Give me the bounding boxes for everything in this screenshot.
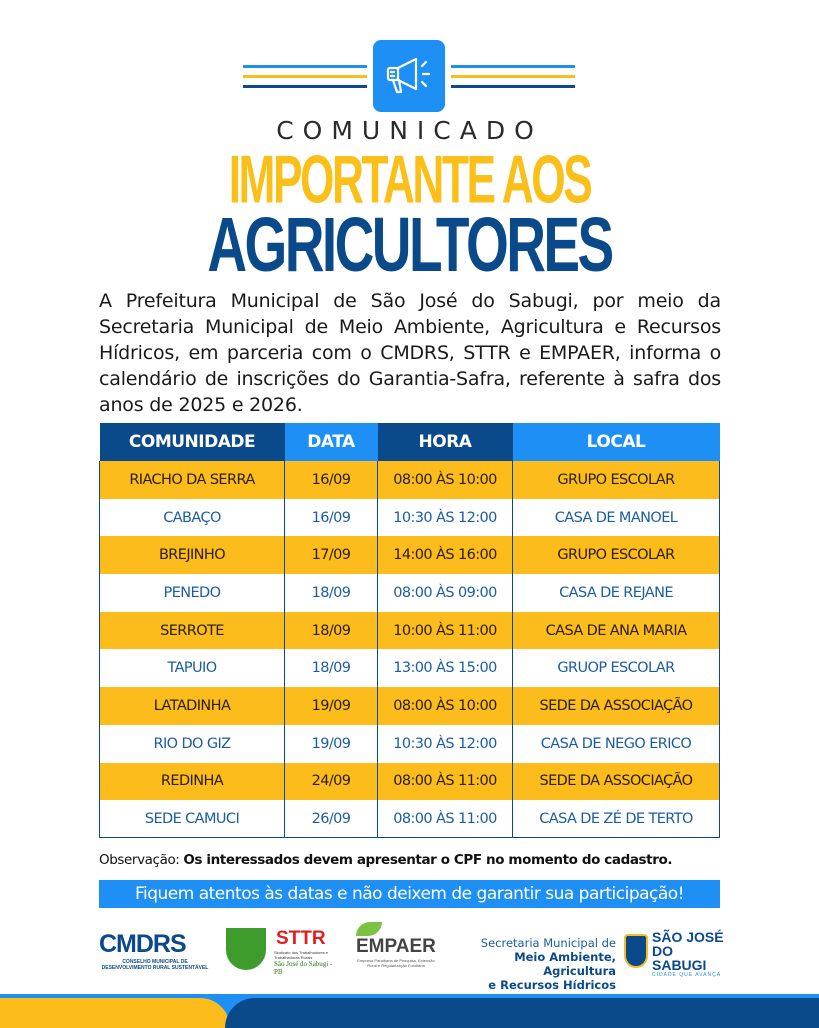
- cell-local: CASA DE ANA MARIA: [512, 611, 720, 650]
- title-line-1: IMPORTANTE AOS: [228, 142, 593, 218]
- table-row: PENEDO 18/09 08:00 ÀS 09:00 CASA DE REJANE: [99, 574, 720, 612]
- table-row: SERROTE 18/09 10:00 ÀS 11:00 CASA DE ANA MA…: [99, 611, 720, 650]
- cmdrs-name: CMDRS: [99, 930, 187, 958]
- logo-prefeitura: SÃO JOSÉ DO SABUGI CIDADE QUE AVANÇA: [624, 930, 724, 978]
- cell-comunidade: REDINHA: [99, 762, 285, 801]
- secretaria-line2: Meio Ambiente, Agricultura: [514, 950, 616, 978]
- cell-local: CASA DE NEGO ERICO: [512, 724, 720, 763]
- secretaria-line3: e Recursos Hídricos: [488, 978, 616, 992]
- sttr-place: São José do Sabugi - PB: [274, 960, 333, 976]
- cell-comunidade: TAPUIO: [99, 649, 285, 688]
- cell-local: CASA DE MANOEL: [512, 498, 720, 537]
- cell-local: SEDE DA ASSOCIAÇÃO: [512, 762, 720, 801]
- table-row: CABAÇO 16/09 10:30 ÀS 12:00 CASA DE MANOEL: [99, 498, 720, 537]
- cell-local: SEDE DA ASSOCIAÇÃO: [512, 687, 720, 725]
- footer-yellow: [0, 998, 230, 1028]
- reminder-banner: Fiquem atentos às datas e não deixem de …: [99, 880, 720, 908]
- cell-comunidade: CABAÇO: [99, 498, 285, 537]
- cell-data: 16/09: [284, 498, 378, 537]
- table-row: REDINHA 24/09 08:00 ÀS 11:00 SEDE DA ASSOCI…: [99, 762, 720, 801]
- cell-data: 19/09: [284, 687, 378, 725]
- cell-data: 24/09: [284, 762, 378, 801]
- secretaria-line1: Secretaria Municipal de: [480, 936, 616, 950]
- cell-hora: 13:00 ÀS 15:00: [377, 649, 513, 688]
- cell-comunidade: SEDE CAMUCI: [99, 800, 285, 839]
- megaphone-icon: [373, 40, 445, 112]
- cell-hora: 10:30 ÀS 12:00: [377, 498, 513, 537]
- prefeitura-slogan: CIDADE QUE AVANÇA: [652, 972, 722, 978]
- cell-local: GRUPO ESCOLAR: [512, 536, 720, 575]
- cell-data: 17/09: [284, 536, 378, 575]
- header-data: DATA: [284, 423, 378, 461]
- cell-hora: 08:00 ÀS 10:00: [377, 687, 513, 725]
- observation-label: Observação:: [99, 852, 180, 868]
- schedule-table: COMUNIDADE DATA HORA LOCAL RIACHO DA SER…: [99, 423, 720, 839]
- cell-comunidade: BREJINHO: [99, 536, 285, 575]
- empaer-name: EMPAER: [356, 936, 436, 957]
- observation-text: Os interessados devem apresentar o CPF n…: [183, 852, 673, 868]
- empaer-sub: Empresa Paraibana de Pesquisa, Extensão …: [357, 958, 435, 968]
- header-hora: HORA: [377, 423, 513, 461]
- cell-local: CASA DE REJANE: [512, 574, 720, 612]
- header-comunidade: COMUNIDADE: [99, 423, 285, 461]
- logo-empaer: EMPAER Empresa Paraibana de Pesquisa, Ex…: [356, 922, 446, 968]
- cell-data: 18/09: [284, 649, 378, 688]
- cell-hora: 08:00 ÀS 09:00: [377, 574, 513, 612]
- decor-line: [451, 65, 575, 68]
- cell-hora: 08:00 ÀS 10:00: [377, 461, 513, 499]
- footer-dark: [225, 998, 819, 1028]
- table-row: RIACHO DA SERRA 16/09 08:00 ÀS 10:00 GRUPO …: [99, 461, 720, 499]
- cell-local: CASA DE ZÉ DE TERTO: [512, 800, 720, 839]
- observation: Observação: Os interessados devem aprese…: [99, 852, 673, 868]
- cell-comunidade: RIACHO DA SERRA: [99, 461, 285, 499]
- table-row: SEDE CAMUCI 26/09 08:00 ÀS 11:00 CASA DE ZÉ…: [99, 800, 720, 839]
- cell-data: 18/09: [284, 611, 378, 650]
- table-row: RIO DO GIZ 19/09 10:30 ÀS 12:00 CASA DE NEG…: [99, 724, 720, 763]
- header-local: LOCAL: [512, 423, 720, 461]
- cell-hora: 08:00 ÀS 11:00: [377, 800, 513, 839]
- cell-hora: 08:00 ÀS 11:00: [377, 762, 513, 801]
- table-row: LATADINHA 19/09 08:00 ÀS 10:00 SEDE DA ASSO…: [99, 687, 720, 725]
- cell-hora: 10:30 ÀS 12:00: [377, 724, 513, 763]
- sttr-name: STTR: [276, 928, 326, 949]
- prefeitura-line1: SÃO JOSÉ: [652, 929, 724, 945]
- cell-data: 19/09: [284, 724, 378, 763]
- logo-secretaria: Secretaria Municipal de Meio Ambiente, A…: [456, 936, 616, 992]
- title-line-2: AGRICULTORES: [207, 201, 614, 288]
- decor-line: [451, 75, 575, 78]
- decor-line: [243, 85, 367, 88]
- table-row: TAPUIO 18/09 13:00 ÀS 15:00 GRUOP ESCOLAR: [99, 649, 720, 688]
- intro-text: A Prefeitura Municipal de São José do Sa…: [99, 290, 721, 416]
- cmdrs-sub: CONSELHO MUNICIPAL DE DESENVOLVIMENTO RU…: [101, 959, 209, 971]
- cell-hora: 14:00 ÀS 16:00: [377, 536, 513, 575]
- cell-local: GRUOP ESCOLAR: [512, 649, 720, 688]
- table-row: BREJINHO 17/09 14:00 ÀS 16:00 GRUPO ESCOLAR: [99, 536, 720, 575]
- kicker: COMUNICADO: [276, 116, 543, 145]
- cell-data: 26/09: [284, 800, 378, 839]
- cell-data: 16/09: [284, 461, 378, 499]
- cell-comunidade: RIO DO GIZ: [99, 724, 285, 763]
- cell-comunidade: PENEDO: [99, 574, 285, 612]
- cell-comunidade: SERROTE: [99, 611, 285, 650]
- cell-hora: 10:00 ÀS 11:00: [377, 611, 513, 650]
- decor-line: [451, 85, 575, 88]
- coat-of-arms-icon: [624, 934, 648, 968]
- sttr-sub: Sindicato dos Trabalhadores e Trabalhado…: [274, 950, 329, 960]
- decor-line: [243, 75, 367, 78]
- leaf-icon: [356, 922, 382, 936]
- logo-sttr: STTR Sindicato dos Trabalhadores e Traba…: [226, 928, 336, 976]
- cell-local: GRUPO ESCOLAR: [512, 461, 720, 499]
- sttr-emblem: [226, 928, 266, 970]
- cell-comunidade: LATADINHA: [99, 687, 285, 725]
- cell-data: 18/09: [284, 574, 378, 612]
- logo-cmdrs: CMDRS CONSELHO MUNICIPAL DE DESENVOLVIME…: [99, 930, 211, 971]
- decor-line: [243, 65, 367, 68]
- prefeitura-line2: DO SABUGI: [652, 943, 707, 973]
